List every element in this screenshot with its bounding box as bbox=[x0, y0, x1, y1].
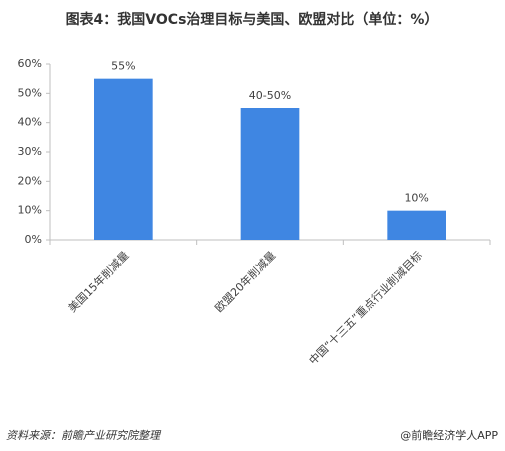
value-label: 40-50% bbox=[249, 89, 291, 102]
bar bbox=[240, 108, 300, 240]
y-tick-label: 50% bbox=[18, 86, 42, 99]
y-tick-label: 10% bbox=[18, 204, 42, 217]
y-tick-label: 60% bbox=[18, 57, 42, 70]
y-tick-label: 0% bbox=[25, 233, 42, 246]
chart-title: 图表4：我国VOCs治理目标与美国、欧盟对比（单位：%） bbox=[66, 11, 439, 28]
y-tick-label: 20% bbox=[18, 174, 42, 187]
value-label: 55% bbox=[111, 60, 135, 73]
source: 资料来源：前瞻产业研究院整理 bbox=[6, 429, 162, 442]
bar bbox=[94, 78, 153, 241]
x-tick-label: 欧盟20年削减量 bbox=[212, 248, 278, 314]
value-label: 10% bbox=[404, 192, 428, 205]
credit: @前瞻经济学人APP bbox=[400, 428, 498, 442]
y-tick-label: 30% bbox=[18, 145, 42, 158]
bar bbox=[387, 210, 446, 240]
x-tick-label: 中国“十三五”重点行业削减目标 bbox=[306, 248, 425, 367]
y-tick-label: 40% bbox=[18, 116, 42, 129]
x-tick-label: 美国15年削减量 bbox=[65, 248, 131, 314]
